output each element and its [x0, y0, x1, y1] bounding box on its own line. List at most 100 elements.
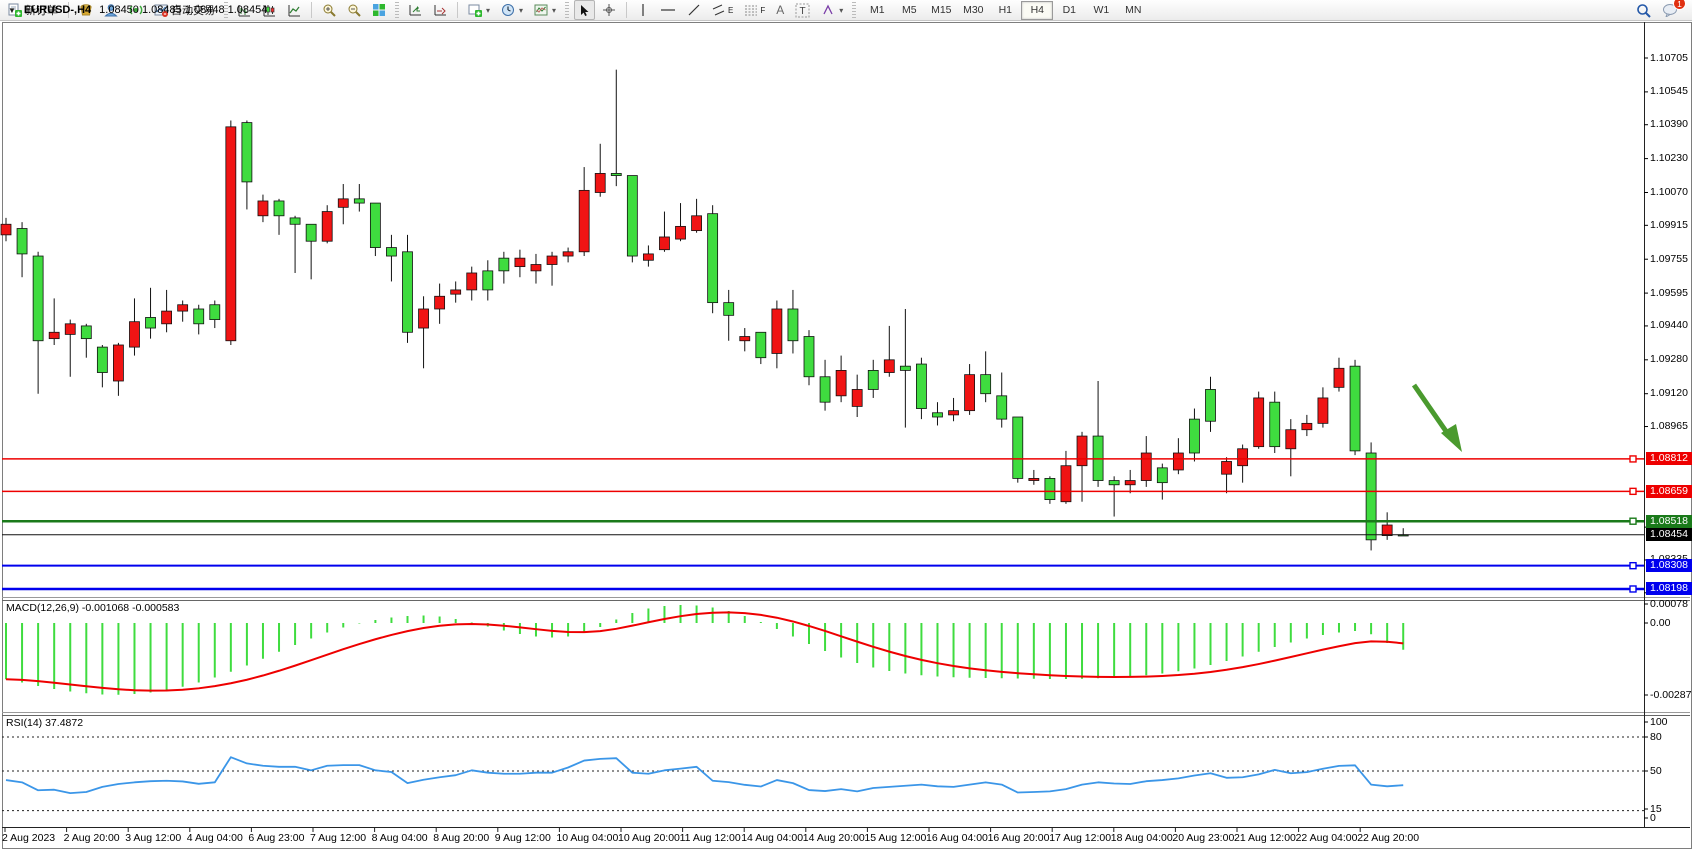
fibonacci-icon	[745, 5, 758, 16]
search-button[interactable]	[1632, 0, 1655, 20]
chart-shift-icon	[409, 5, 421, 16]
price-tick: 1.09595	[1650, 286, 1688, 299]
auto-scroll-icon	[434, 5, 446, 16]
chart-window	[2, 22, 1692, 849]
fibonacci-tool[interactable]: F	[740, 0, 769, 20]
vertical-line-tool[interactable]	[633, 0, 653, 20]
auto-scroll-button[interactable]	[429, 0, 451, 20]
auto-trading-button[interactable]: 自动交易	[150, 0, 219, 20]
chart-title-bar[interactable]: ▼ EURUSD-,H4 1.08450 1.08485 1.08448 1.0…	[8, 4, 267, 16]
time-axis-label: 8 Aug 20:00	[433, 832, 490, 844]
main-toolbar: 新订单 自动交易	[0, 0, 1692, 21]
price-level-label: 1.08308	[1646, 559, 1692, 573]
dropdown-caret: ▾	[552, 5, 557, 15]
price-tick: 1.10230	[1650, 152, 1688, 165]
community-button[interactable]	[100, 0, 122, 20]
time-axis-label: 14 Aug 20:00	[802, 832, 865, 844]
zoom-out-button[interactable]	[343, 0, 365, 20]
zoom-in-button[interactable]	[318, 0, 340, 20]
price-tick: 1.10705	[1650, 51, 1688, 64]
timeframe-button-m1[interactable]: M1	[870, 4, 885, 16]
bar-chart-button[interactable]	[233, 0, 255, 20]
time-axis-label: 22 Aug 20:00	[1357, 832, 1420, 844]
time-axis-label: 7 Aug 12:00	[310, 832, 367, 844]
time-axis-label: 18 Aug 04:00	[1110, 832, 1173, 844]
tile-windows-icon	[373, 4, 385, 16]
text-label-tool[interactable]: T	[791, 0, 814, 20]
hline-icon	[661, 9, 676, 11]
auto-trading-label: 自动交易	[171, 5, 215, 17]
text-tool-icon: A	[776, 3, 785, 17]
trendline-tool[interactable]	[683, 0, 705, 20]
macd-axis-label: 0.00078	[1650, 597, 1688, 610]
price-tick: 1.10070	[1650, 185, 1688, 198]
time-axis-label: 16 Aug 04:00	[926, 832, 988, 844]
equidistant-channel-tool[interactable]: E	[708, 0, 737, 20]
macd-indicator-label: MACD(12,26,9) -0.001068 -0.000583	[6, 602, 180, 614]
trendline-icon	[688, 4, 700, 16]
fibo-sub-label: F	[760, 5, 766, 15]
indicators-button[interactable]: ▾	[464, 0, 494, 20]
bar-chart-icon	[238, 5, 250, 17]
notifications-button[interactable]: 1	[1658, 0, 1686, 20]
new-order-button[interactable]: 新订单	[4, 0, 62, 20]
separator	[626, 2, 628, 18]
price-level-label: 1.08659	[1646, 484, 1692, 498]
time-axis-label: 22 Aug 04:00	[1295, 832, 1358, 844]
text-tool[interactable]: A	[772, 0, 788, 20]
svg-text:T: T	[800, 6, 806, 17]
price-level-label: 1.08198	[1646, 582, 1692, 596]
arrows-tool[interactable]: ▾	[817, 0, 847, 20]
horizontal-line-tool[interactable]	[656, 0, 680, 20]
price-tick: 1.10545	[1650, 85, 1688, 98]
timeframe-button-h4[interactable]: H4	[1021, 0, 1054, 20]
chart-dropdown-icon[interactable]: ▼	[8, 5, 16, 15]
rsi-axis-label: 100	[1650, 715, 1668, 728]
channel-sub-label: E	[728, 5, 734, 15]
cursor-tool[interactable]	[574, 0, 596, 20]
person-icon	[104, 4, 118, 17]
crosshair-tool[interactable]	[598, 0, 620, 20]
timeframe-button-m15[interactable]: M15	[931, 4, 952, 16]
rsi-axis-label: 0	[1650, 811, 1656, 824]
time-axis-label: 20 Aug 23:00	[1172, 832, 1235, 844]
arrows-icon	[823, 4, 833, 15]
time-axis-label: 21 Aug 12:00	[1234, 832, 1296, 844]
template-icon	[534, 4, 548, 16]
chart-shift-button[interactable]	[404, 0, 426, 20]
market-button[interactable]	[75, 0, 97, 20]
tile-windows-button[interactable]	[368, 0, 390, 20]
cursor-icon	[581, 4, 589, 16]
time-axis-label: 11 Aug 12:00	[679, 832, 741, 844]
line-chart-icon	[288, 5, 300, 17]
templates-button[interactable]: ▾	[530, 0, 560, 20]
timeframe-bar: M1 M5 M15 M30 H1 H4 D1 W1 MN	[861, 0, 1149, 20]
candlestick-icon	[263, 5, 275, 17]
price-level-label: 1.08454	[1646, 528, 1692, 542]
time-axis-label: 17 Aug 12:00	[1049, 832, 1112, 844]
candlestick-chart-button[interactable]	[258, 0, 280, 20]
price-tick: 1.09440	[1650, 319, 1688, 332]
clock-icon	[502, 4, 515, 16]
timeframe-button-mn[interactable]: MN	[1125, 4, 1142, 16]
time-axis-label: 6 Aug 23:00	[248, 832, 305, 844]
signals-button[interactable]	[125, 0, 147, 20]
separator	[311, 2, 312, 18]
timeframe-button-h1[interactable]: H1	[998, 4, 1013, 16]
zoom-in-icon	[323, 4, 336, 17]
periods-button[interactable]: ▾	[497, 0, 527, 20]
line-chart-button[interactable]	[283, 0, 305, 20]
timeframe-button-w1[interactable]: W1	[1093, 4, 1110, 16]
time-axis-label: 4 Aug 04:00	[186, 832, 243, 844]
toolbar-grip	[224, 2, 228, 18]
timeframe-button-m5[interactable]: M5	[902, 4, 917, 16]
timeframe-button-m30[interactable]: M30	[963, 4, 984, 16]
time-axis-label: 14 Aug 04:00	[741, 832, 804, 844]
price-tick: 1.10390	[1650, 118, 1688, 131]
new-order-label: 新订单	[25, 5, 58, 17]
zoom-out-icon	[348, 4, 361, 17]
timeframe-button-d1[interactable]: D1	[1062, 4, 1077, 16]
text-label-icon: T	[795, 3, 810, 17]
time-axis-label: 2 Aug 20:00	[63, 832, 120, 844]
